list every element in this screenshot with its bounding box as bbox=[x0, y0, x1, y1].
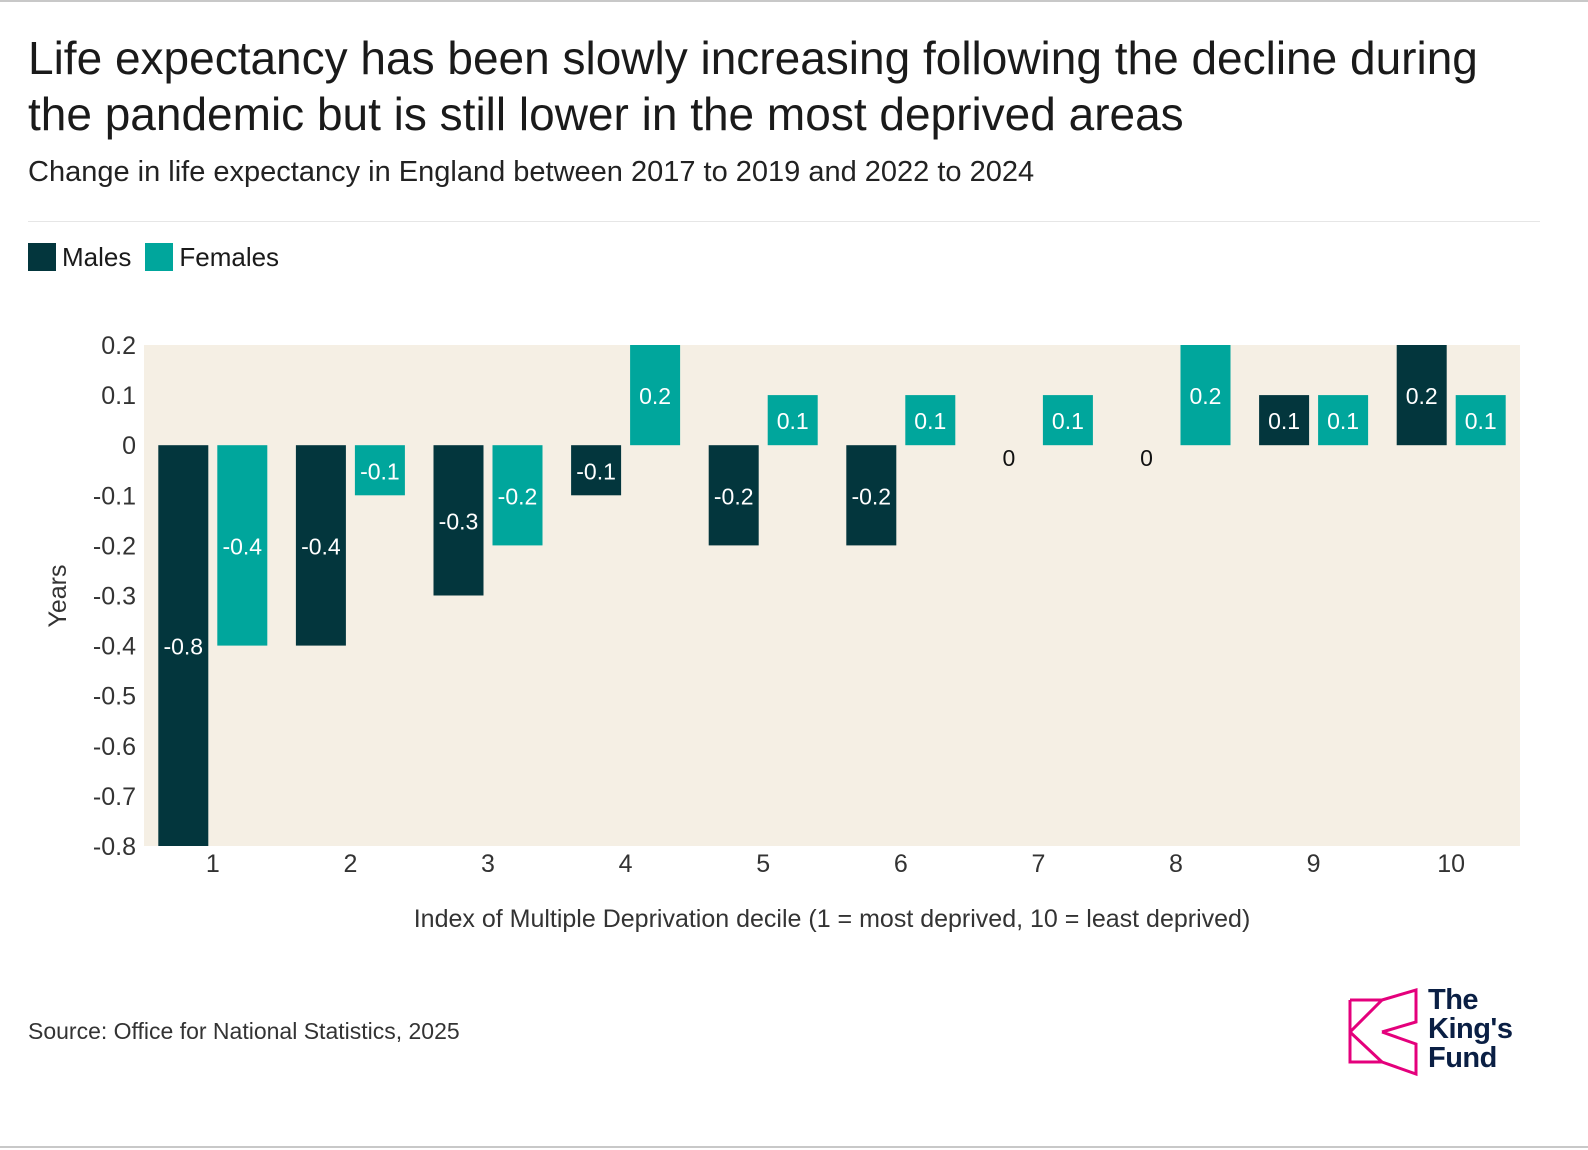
top-border bbox=[0, 0, 1588, 2]
y-tick-labels: 0.2 0.1 0 -0.1 -0.2 -0.3 -0.4 -0.5 -0.6 -0.7 -0.8 bbox=[93, 332, 136, 861]
data-label-females-decile-4: 0.2 bbox=[639, 383, 671, 409]
x-tick-labels: 1 2 3 4 5 6 7 8 9 10 bbox=[206, 850, 1465, 878]
data-label-females-decile-2: -0.1 bbox=[360, 458, 400, 484]
data-label-females-decile-5: 0.1 bbox=[777, 408, 809, 434]
x-tick-label: 6 bbox=[894, 850, 908, 878]
chart-legend: Males Females bbox=[28, 240, 293, 274]
bar-males-decile-4[interactable] bbox=[571, 445, 622, 496]
source-note: Source: Office for National Statistics, … bbox=[28, 1018, 460, 1044]
bar-males-decile-9[interactable] bbox=[1259, 395, 1310, 446]
legend-item-males[interactable]: Males bbox=[28, 242, 131, 273]
data-label-males-decile-6: -0.2 bbox=[851, 483, 891, 509]
bar-males-decile-3[interactable] bbox=[433, 445, 484, 596]
y-axis-label: Years bbox=[44, 564, 72, 627]
kings-fund-logo[interactable]: The King's Fund bbox=[1346, 986, 1526, 1078]
y-tick-label: 0.1 bbox=[101, 382, 136, 410]
x-tick-label: 10 bbox=[1437, 850, 1465, 878]
data-label-males-decile-9: 0.1 bbox=[1268, 408, 1300, 434]
y-tick-label: 0.2 bbox=[101, 332, 136, 360]
legend-label-males: Males bbox=[62, 241, 132, 272]
data-label-females-decile-8: 0.2 bbox=[1190, 383, 1222, 409]
y-tick-label: -0.2 bbox=[93, 532, 136, 560]
bar-females-decile-2[interactable] bbox=[354, 445, 405, 496]
data-label-males-decile-10: 0.2 bbox=[1406, 383, 1438, 409]
bar-females-decile-5[interactable] bbox=[767, 395, 818, 446]
k-mark-icon bbox=[1348, 987, 1418, 1077]
bar-females-decile-3[interactable] bbox=[492, 445, 543, 546]
bars-group: -0.8 -0.4 -0.3 -0.1 -0.2 -0.2 0 0 0.1 0.2 -0.4 -0.1… bbox=[158, 345, 1506, 846]
x-tick-label: 9 bbox=[1307, 850, 1321, 878]
data-label-males-decile-5: -0.2 bbox=[714, 483, 754, 509]
data-label-males-decile-3: -0.3 bbox=[439, 508, 479, 534]
x-tick-label: 5 bbox=[756, 850, 770, 878]
bar-females-decile-6[interactable] bbox=[905, 395, 956, 446]
data-label-females-decile-7: 0.1 bbox=[1052, 408, 1084, 434]
x-tick-label: 4 bbox=[619, 850, 633, 878]
data-label-males-decile-1: -0.8 bbox=[163, 634, 203, 660]
data-label-males-decile-4: -0.1 bbox=[576, 458, 616, 484]
bar-females-decile-9[interactable] bbox=[1318, 395, 1369, 446]
legend-label-females: Females bbox=[179, 241, 280, 272]
data-label-males-decile-2: -0.4 bbox=[301, 533, 341, 559]
bar-males-decile-10[interactable] bbox=[1396, 345, 1447, 446]
y-tick-label: -0.8 bbox=[93, 833, 136, 861]
y-tick-label: -0.5 bbox=[93, 683, 136, 711]
x-tick-label: 8 bbox=[1169, 850, 1183, 878]
x-axis-label: Index of Multiple Deprivation decile (1 … bbox=[414, 905, 1251, 933]
data-label-females-decile-1: -0.4 bbox=[222, 533, 262, 559]
data-label-females-decile-6: 0.1 bbox=[914, 408, 946, 434]
data-label-males-decile-7: 0 bbox=[1003, 445, 1016, 471]
bar-males-decile-2[interactable] bbox=[295, 445, 346, 646]
y-tick-label: -0.6 bbox=[93, 733, 136, 761]
y-tick-label: -0.4 bbox=[93, 633, 136, 661]
x-tick-label: 2 bbox=[343, 850, 357, 878]
data-label-females-decile-9: 0.1 bbox=[1327, 408, 1359, 434]
plot-background bbox=[144, 345, 1520, 846]
bar-females-decile-1[interactable] bbox=[217, 445, 268, 646]
bar-females-decile-10[interactable] bbox=[1455, 395, 1506, 446]
bottom-border bbox=[0, 1146, 1588, 1148]
logo-wordmark: The King's Fund bbox=[1428, 984, 1513, 1074]
legend-swatch-males bbox=[28, 243, 56, 271]
header-divider bbox=[28, 221, 1540, 222]
y-tick-label: 0 bbox=[122, 432, 136, 460]
y-tick-label: -0.3 bbox=[93, 583, 136, 611]
data-label-males-decile-8: 0 bbox=[1140, 445, 1153, 471]
bar-females-decile-8[interactable] bbox=[1180, 345, 1231, 446]
bar-males-decile-5[interactable] bbox=[708, 445, 759, 546]
x-tick-label: 1 bbox=[206, 850, 220, 878]
legend-item-females[interactable]: Females bbox=[145, 242, 279, 273]
bar-males-decile-1[interactable] bbox=[158, 445, 209, 846]
chart-title: Life expectancy has been slowly increasi… bbox=[28, 32, 1478, 140]
x-tick-label: 3 bbox=[481, 850, 495, 878]
bar-males-decile-6[interactable] bbox=[846, 445, 897, 546]
legend-swatch-females bbox=[145, 243, 174, 271]
x-tick-label: 7 bbox=[1031, 850, 1045, 878]
bar-females-decile-7[interactable] bbox=[1042, 395, 1093, 446]
data-label-females-decile-3: -0.2 bbox=[498, 483, 538, 509]
chart-subtitle: Change in life expectancy in England bet… bbox=[28, 156, 1035, 188]
y-tick-label: -0.1 bbox=[93, 482, 136, 510]
bar-females-decile-4[interactable] bbox=[630, 345, 681, 446]
data-label-females-decile-10: 0.1 bbox=[1465, 408, 1497, 434]
y-tick-label: -0.7 bbox=[93, 783, 136, 811]
